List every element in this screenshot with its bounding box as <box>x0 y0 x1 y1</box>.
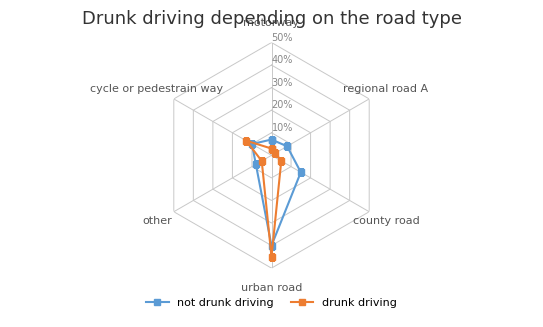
not drunk driving <box>284 144 291 148</box>
Line: drunk driving: drunk driving <box>243 138 284 260</box>
drunk driving <box>272 151 279 155</box>
not drunk driving <box>268 138 275 142</box>
Line: not drunk driving: not drunk driving <box>249 137 304 248</box>
drunk driving <box>243 139 249 143</box>
Legend: not drunk driving, drunk driving: not drunk driving, drunk driving <box>142 293 401 312</box>
not drunk driving <box>252 163 259 166</box>
not drunk driving <box>249 142 255 146</box>
Text: Drunk driving depending on the road type: Drunk driving depending on the road type <box>81 10 462 28</box>
drunk driving <box>258 159 265 163</box>
drunk driving <box>268 255 275 259</box>
not drunk driving <box>298 170 304 174</box>
drunk driving <box>268 146 275 150</box>
not drunk driving <box>268 138 275 142</box>
drunk driving <box>278 159 285 163</box>
not drunk driving <box>268 244 275 248</box>
drunk driving <box>268 146 275 150</box>
